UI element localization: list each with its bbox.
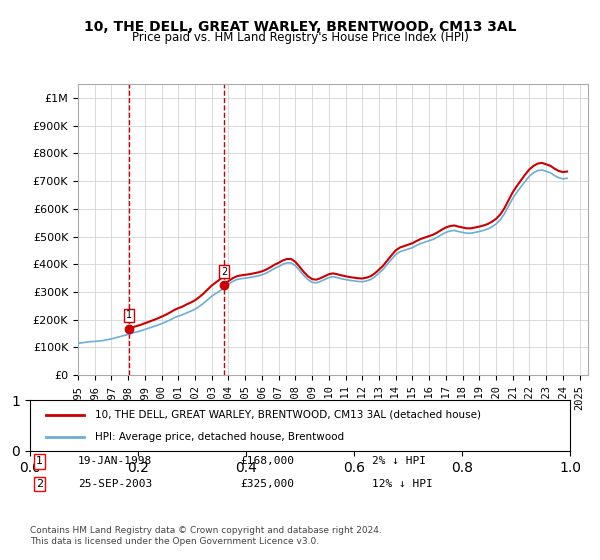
Text: 12% ↓ HPI: 12% ↓ HPI bbox=[372, 479, 433, 489]
Text: Price paid vs. HM Land Registry's House Price Index (HPI): Price paid vs. HM Land Registry's House … bbox=[131, 31, 469, 44]
Text: 25-SEP-2003: 25-SEP-2003 bbox=[78, 479, 152, 489]
Text: £325,000: £325,000 bbox=[240, 479, 294, 489]
Text: 10, THE DELL, GREAT WARLEY, BRENTWOOD, CM13 3AL (detached house): 10, THE DELL, GREAT WARLEY, BRENTWOOD, C… bbox=[95, 409, 481, 419]
Text: 2% ↓ HPI: 2% ↓ HPI bbox=[372, 456, 426, 466]
Text: 10, THE DELL, GREAT WARLEY, BRENTWOOD, CM13 3AL: 10, THE DELL, GREAT WARLEY, BRENTWOOD, C… bbox=[84, 20, 516, 34]
Text: 2: 2 bbox=[221, 267, 227, 277]
Text: 2: 2 bbox=[36, 479, 43, 489]
Text: 19-JAN-1998: 19-JAN-1998 bbox=[78, 456, 152, 466]
Text: 1: 1 bbox=[126, 310, 132, 320]
Text: £168,000: £168,000 bbox=[240, 456, 294, 466]
Text: Contains HM Land Registry data © Crown copyright and database right 2024.
This d: Contains HM Land Registry data © Crown c… bbox=[30, 526, 382, 546]
Text: 1: 1 bbox=[36, 456, 43, 466]
Text: HPI: Average price, detached house, Brentwood: HPI: Average price, detached house, Bren… bbox=[95, 432, 344, 442]
